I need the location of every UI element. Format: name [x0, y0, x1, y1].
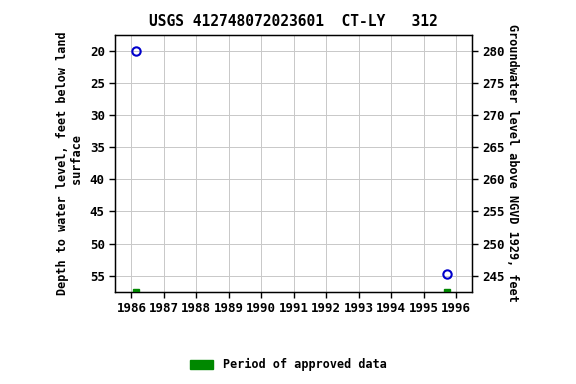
Y-axis label: Depth to water level, feet below land
 surface: Depth to water level, feet below land su…	[56, 31, 84, 295]
Legend: Period of approved data: Period of approved data	[185, 354, 391, 376]
Y-axis label: Groundwater level above NGVD 1929, feet: Groundwater level above NGVD 1929, feet	[506, 24, 519, 302]
Title: USGS 412748072023601  CT-LY   312: USGS 412748072023601 CT-LY 312	[149, 14, 438, 29]
